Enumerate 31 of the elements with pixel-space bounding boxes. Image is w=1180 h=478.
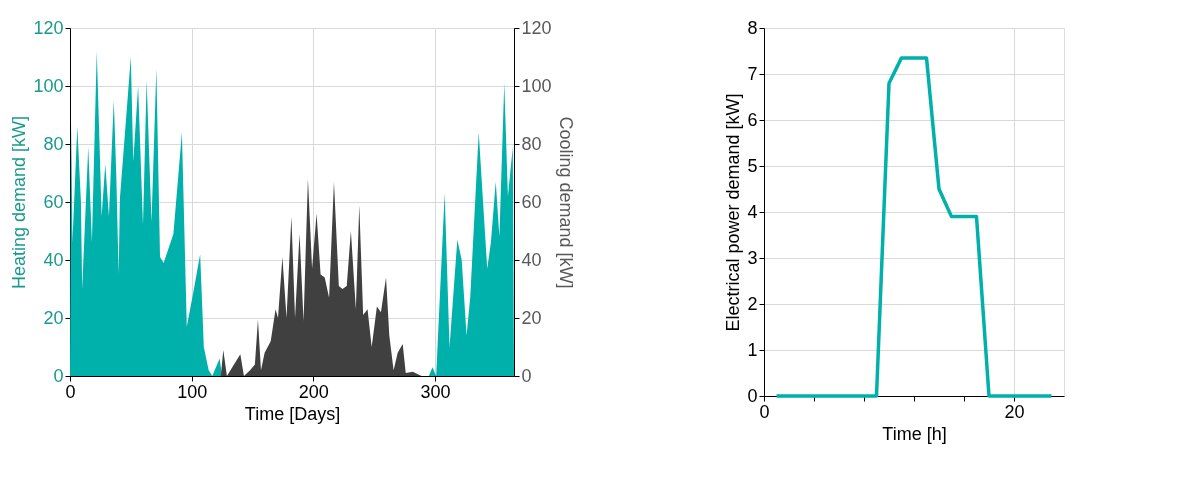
y-tick-label: 7: [747, 63, 758, 84]
y-tick-label: 20: [43, 307, 64, 328]
y-tick-label: 4: [747, 201, 758, 222]
y2-tick-label: 40: [521, 249, 542, 270]
y-tick-label: 1: [747, 339, 758, 360]
x-axis-title: Time [Days]: [244, 403, 341, 424]
line-series: [774, 56, 1054, 398]
y-tick-label: 0: [53, 365, 64, 386]
y-tick-label: 100: [33, 75, 64, 96]
y-tick-label: 6: [747, 109, 758, 130]
y-tick-label: 120: [33, 17, 64, 38]
y2-tick-label: 100: [521, 75, 552, 96]
y-tick-label: 8: [747, 17, 758, 38]
y2-tick-label: 60: [521, 191, 542, 212]
x-axis-title: Time [h]: [882, 423, 947, 444]
y-axis-title: Electrical power demand [kW]: [723, 93, 744, 332]
y-tick-label: 60: [43, 191, 64, 212]
y-tick-label: 40: [43, 249, 64, 270]
x-tick-label: 300: [420, 381, 451, 402]
y-tick-label: 2: [747, 293, 758, 314]
x-tick-label: 200: [298, 381, 329, 402]
y-axis-title: Heating demand [kW]: [9, 115, 30, 290]
x-tick-label: 100: [177, 381, 208, 402]
y-tick-label: 80: [43, 133, 64, 154]
y-tick-label: 3: [747, 247, 758, 268]
y2-tick-label: 20: [521, 307, 542, 328]
y-tick-label: 5: [747, 155, 758, 176]
y2-tick-label: 120: [521, 17, 552, 38]
y2-tick-label: 0: [521, 365, 532, 386]
y2-axis-title: Cooling demand [kW]: [555, 116, 576, 289]
y2-tick-label: 80: [521, 133, 542, 154]
